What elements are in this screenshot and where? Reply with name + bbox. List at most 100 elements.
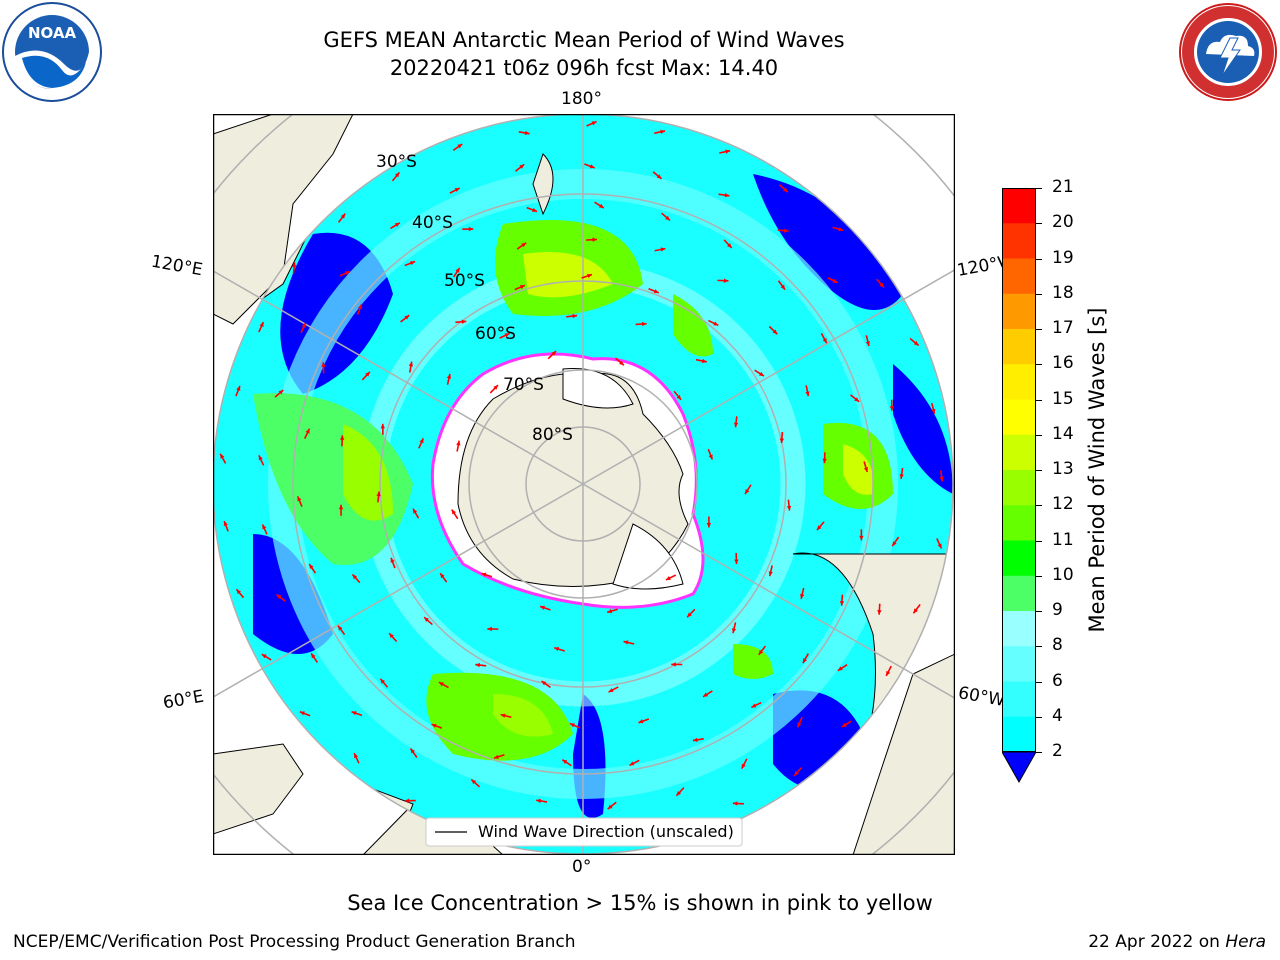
colorbar-tick-mark <box>1036 646 1042 648</box>
legend-label: Wind Wave Direction (unscaled) <box>478 822 734 841</box>
wind-arrow <box>889 399 895 411</box>
wind-arrow <box>671 662 683 667</box>
colorbar-tick-label: 14 <box>1052 423 1074 444</box>
colorbar-tick-mark <box>1036 752 1042 753</box>
footer-credit: NCEP/EMC/Verification Post Processing Pr… <box>13 932 576 952</box>
wind-arrow <box>516 242 527 250</box>
wind-arrow <box>718 193 730 198</box>
wind-arrow <box>356 303 363 315</box>
wind-arrow <box>839 594 845 606</box>
colorbar-extend-arrow <box>1001 751 1037 784</box>
footer-date: 22 Apr 2022 on Hera <box>1088 932 1266 952</box>
colorbar-swatch <box>1002 646 1036 682</box>
wind-arrow <box>723 239 733 249</box>
wind-arrow <box>623 640 635 645</box>
colorbar-tick-label: 20 <box>1052 212 1074 233</box>
wind-arrow <box>635 321 647 327</box>
colorbar-tick-label: 13 <box>1052 459 1074 479</box>
map-frame <box>212 113 956 856</box>
wind-arrow <box>863 461 869 473</box>
wind-arrow <box>539 605 551 611</box>
wind-arrow <box>837 664 848 672</box>
wind-arrow <box>514 284 526 291</box>
wind-arrow <box>707 448 714 460</box>
wind-arrow <box>338 504 344 516</box>
wind-arrow <box>337 625 346 636</box>
wind-arrow <box>515 163 525 172</box>
wind-arrow <box>661 212 671 221</box>
wind-arrow <box>648 287 660 294</box>
wind-arrow <box>412 508 420 519</box>
wind-arrow <box>654 129 666 134</box>
wind-arrow <box>541 680 551 689</box>
polar-map: Wind Wave Direction (unscaled) <box>212 113 956 856</box>
wind-arrow <box>885 665 892 677</box>
wind-arrow <box>351 573 361 584</box>
colorbar-tick-mark <box>1036 329 1042 330</box>
wind-arrow <box>408 361 414 373</box>
colorbar-tick-label: 10 <box>1052 564 1074 585</box>
wind-arrow <box>439 572 448 583</box>
wind-arrow <box>912 603 921 614</box>
colorbar-swatch <box>1002 540 1036 577</box>
wind-arrow <box>768 325 778 335</box>
colorbar-tick-label: 4 <box>1052 705 1063 726</box>
lat-label-40s: 40°S <box>412 213 453 233</box>
wind-arrow <box>800 587 805 599</box>
wind-arrow <box>235 385 241 397</box>
lat-label-50s: 50°S <box>444 271 485 291</box>
wind-arrow <box>400 314 410 323</box>
wind-arrow <box>276 593 286 602</box>
lat-label-60s: 60°S <box>475 324 516 344</box>
wind-arrow <box>777 228 789 233</box>
colorbar-tick-label: 15 <box>1052 388 1074 409</box>
map-title: GEFS MEAN Antarctic Mean Period of Wind … <box>323 28 845 52</box>
wind-arrow <box>353 752 360 764</box>
wind-arrow <box>418 437 425 449</box>
lat-label-30s: 30°S <box>376 152 417 172</box>
wind-arrow <box>451 509 459 520</box>
wind-arrow <box>816 521 825 531</box>
colorbar-tick-mark <box>1036 258 1042 260</box>
colorbar-tick-mark <box>1036 575 1042 577</box>
map-panel: Wind Wave Direction (unscaled) <box>212 113 956 856</box>
footer-host: Hera <box>1225 932 1266 952</box>
wind-arrow <box>547 350 557 360</box>
colorbar-tick-mark <box>1036 223 1042 225</box>
wind-arrow <box>702 690 713 698</box>
wind-arrow <box>665 574 677 581</box>
colorbar-swatch <box>1002 611 1036 647</box>
wind-arrow <box>731 622 737 634</box>
wind-arrow <box>526 206 538 213</box>
lon-label-60w: 60°W <box>956 683 1007 711</box>
colorbar-tick-label: 6 <box>1052 670 1063 691</box>
wind-arrow <box>299 711 311 717</box>
wind-arrow <box>258 321 265 333</box>
wind-arrow <box>777 280 786 291</box>
wind-arrow <box>779 184 789 193</box>
colorbar-tick-mark <box>1036 505 1042 507</box>
wind-arrow <box>261 653 272 661</box>
wind-arrow <box>500 713 512 719</box>
wind-arrow <box>675 787 685 797</box>
lon-label-180: 180° <box>561 89 602 109</box>
colorbar-ticks: 21 20 19 18 17 16 15 14 13 12 11 10 9 8 6 4 2 <box>1036 0 1100 960</box>
wind-arrow <box>376 491 381 503</box>
colorbar-tick-label: 2 <box>1052 741 1063 761</box>
wind-arrow <box>629 759 640 767</box>
footer-date-text: 22 Apr 2022 on <box>1088 932 1226 952</box>
wind-arrow <box>291 262 297 274</box>
land-outside <box>213 114 955 855</box>
colorbar-swatch <box>1002 575 1036 612</box>
wind-arrow <box>585 237 598 242</box>
colorbar-swatch <box>1002 188 1036 224</box>
wind-arrow <box>340 435 345 447</box>
wind-arrow <box>936 538 943 549</box>
wind-arrow <box>379 678 389 688</box>
noaa-logo-text: NOAA <box>28 24 77 42</box>
wind-arrow <box>832 226 844 232</box>
wind-arrows <box>219 120 944 844</box>
wind-arrow <box>638 718 650 724</box>
wind-arrow <box>891 536 900 547</box>
wind-arrow <box>859 529 864 541</box>
